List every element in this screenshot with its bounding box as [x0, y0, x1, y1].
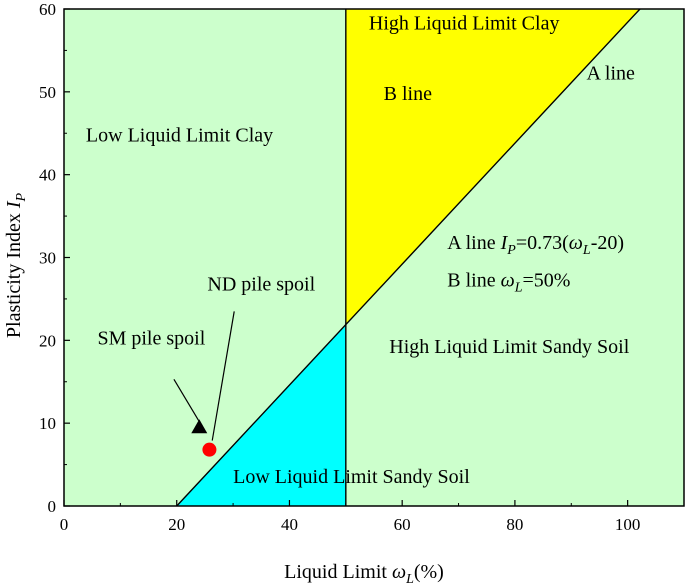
x-tick-label: 100 — [615, 515, 641, 534]
y-axis: 0 10 20 30 40 50 60 — [39, 0, 70, 516]
annotation-line — [211, 311, 235, 441]
region-label: High Liquid Limit Clay — [369, 13, 560, 35]
line-label: B line — [384, 83, 432, 105]
x-axis-label: Liquid Limit ωL(%) — [284, 561, 444, 585]
region-label: Low Liquid Limit Sandy Soil — [233, 466, 470, 488]
a-line — [176, 8, 641, 507]
y-tick-label: 50 — [39, 83, 56, 102]
region-label: Low Liquid Limit Clay — [86, 125, 273, 147]
annotation-label: ND pile spoil — [207, 274, 315, 296]
a-line-equation: A line IP=0.73(ωL-20) — [447, 232, 624, 258]
annotations-layer: SM pile spoil ND pile spoil — [97, 274, 316, 441]
y-tick-label: 10 — [39, 414, 56, 433]
data-point-triangle — [191, 419, 208, 434]
region-low-liquid-limit-sandy-soil — [176, 324, 346, 506]
y-tick-label: 40 — [39, 166, 56, 185]
y-tick-label: 20 — [39, 331, 56, 350]
annotation-line — [173, 378, 200, 421]
x-tick-label: 40 — [281, 515, 298, 534]
y-tick-label: 60 — [39, 0, 56, 19]
x-axis: 0 20 40 60 80 100 — [60, 500, 641, 534]
x-tick-label: 20 — [168, 515, 185, 534]
region-labels-layer: Low Liquid Limit Clay High Liquid Limit C… — [86, 13, 635, 488]
y-tick-label: 30 — [39, 249, 56, 268]
x-tick-label: 0 — [60, 515, 69, 534]
line-label: A line — [587, 62, 635, 84]
x-tick-label: 80 — [506, 515, 523, 534]
data-point-circle — [202, 442, 217, 457]
x-tick-label: 60 — [394, 515, 411, 534]
b-line-equation: B line ωL=50% — [447, 269, 570, 295]
markers-layer — [191, 419, 217, 457]
y-axis-label: Plasticity Index IP — [3, 192, 29, 338]
annotation-label: SM pile spoil — [97, 327, 205, 349]
y-tick-label: 0 — [48, 497, 57, 516]
region-label: High Liquid Limit Sandy Soil — [389, 336, 629, 358]
lines-layer — [176, 8, 641, 507]
